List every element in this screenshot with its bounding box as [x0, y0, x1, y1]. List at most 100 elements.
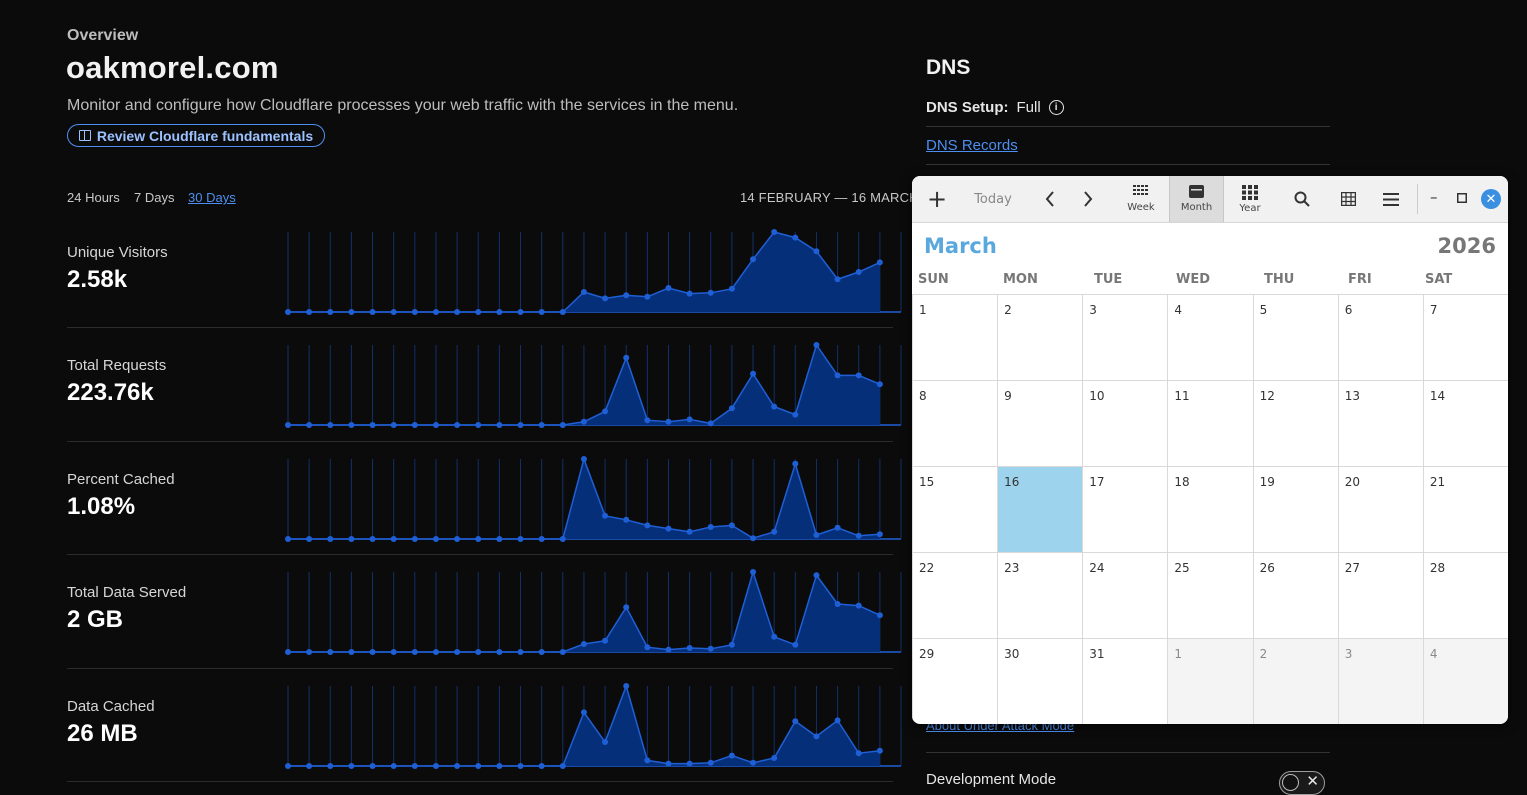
chart-point[interactable]	[475, 763, 482, 769]
calendar-day-cell[interactable]: 4	[1167, 294, 1254, 381]
chart-point[interactable]	[538, 649, 545, 655]
chart-point[interactable]	[686, 645, 693, 651]
chart-point[interactable]	[475, 422, 482, 428]
calendar-day-cell[interactable]: 15	[912, 466, 999, 553]
range-24-hours[interactable]: 24 Hours	[67, 190, 120, 205]
chart-point[interactable]	[792, 718, 799, 725]
chart-point[interactable]	[707, 645, 714, 652]
chart-point[interactable]	[623, 604, 630, 611]
chart-point[interactable]	[496, 309, 503, 315]
chart-point[interactable]	[306, 763, 313, 769]
chart-point[interactable]	[855, 269, 862, 275]
calendar-day-cell[interactable]: 17	[1082, 466, 1169, 553]
chart-point[interactable]	[580, 418, 587, 425]
maximize-icon[interactable]	[1457, 189, 1467, 207]
chart-point[interactable]	[792, 411, 799, 418]
chart-point[interactable]	[771, 755, 778, 761]
calendar-day-cell[interactable]: 4	[1422, 638, 1508, 724]
calendar-day-cell[interactable]: 25	[1167, 552, 1254, 639]
chart-point[interactable]	[665, 646, 672, 653]
chart-point[interactable]	[623, 292, 630, 299]
chart-point[interactable]	[707, 289, 714, 296]
chart-point[interactable]	[855, 372, 862, 379]
chart-point[interactable]	[771, 633, 778, 640]
chart-point[interactable]	[813, 532, 820, 538]
chart-point[interactable]	[665, 285, 672, 291]
review-fundamentals-button[interactable]: Review Cloudflare fundamentals	[67, 124, 325, 147]
calendar-day-cell[interactable]: 18	[1167, 466, 1254, 553]
calendar-day-cell[interactable]: 9	[997, 380, 1084, 467]
calendar-day-cell[interactable]: 23	[997, 552, 1084, 639]
chart-point[interactable]	[327, 422, 334, 428]
chart-point[interactable]	[390, 763, 397, 769]
chart-point[interactable]	[559, 422, 566, 428]
chart-point[interactable]	[306, 309, 313, 315]
chart-point[interactable]	[327, 649, 334, 655]
chart-point[interactable]	[623, 516, 630, 523]
next-button[interactable]	[1076, 176, 1100, 222]
calendar-day-cell[interactable]: 2	[1252, 638, 1339, 724]
chart-point[interactable]	[876, 612, 883, 619]
chart-point[interactable]	[728, 752, 735, 759]
chart-point[interactable]	[686, 416, 693, 423]
chart-point[interactable]	[432, 649, 439, 655]
calendar-day-cell[interactable]: 3	[1337, 638, 1424, 724]
info-icon[interactable]: i	[1048, 100, 1064, 115]
chart-point[interactable]	[390, 536, 397, 542]
close-window-button[interactable]: ✕	[1481, 189, 1501, 209]
chart-point[interactable]	[538, 422, 545, 428]
chart-point[interactable]	[285, 649, 291, 655]
chart-point[interactable]	[686, 528, 693, 535]
month-view-button[interactable]: Month	[1169, 176, 1224, 222]
chart-point[interactable]	[454, 536, 461, 542]
chart-point[interactable]	[285, 309, 291, 315]
chart-point[interactable]	[644, 522, 651, 529]
chart-point[interactable]	[707, 420, 714, 427]
chart-point[interactable]	[876, 747, 883, 754]
range-30-days[interactable]: 30 Days	[188, 190, 236, 205]
chart-point[interactable]	[285, 536, 291, 542]
chart-point[interactable]	[686, 290, 693, 297]
calendar-list-button[interactable]	[1336, 176, 1360, 222]
chart-point[interactable]	[644, 757, 651, 764]
calendar-day-cell[interactable]: 5	[1252, 294, 1339, 381]
add-event-button[interactable]: +	[924, 176, 950, 222]
chart-point[interactable]	[432, 763, 439, 769]
previous-button[interactable]	[1038, 176, 1062, 222]
chart-point[interactable]	[538, 309, 545, 315]
chart-point[interactable]	[327, 536, 334, 542]
calendar-day-cell[interactable]: 28	[1422, 552, 1508, 639]
chart-point[interactable]	[454, 422, 461, 428]
chart-point[interactable]	[580, 289, 587, 295]
chart-point[interactable]	[834, 717, 841, 724]
chart-point[interactable]	[665, 760, 672, 767]
today-button[interactable]: Today	[974, 191, 1012, 207]
chart-point[interactable]	[602, 295, 609, 302]
calendar-day-cell[interactable]: 24	[1082, 552, 1169, 639]
chart-point[interactable]	[834, 601, 841, 607]
chart-point[interactable]	[306, 422, 313, 428]
chart-point[interactable]	[454, 309, 461, 315]
chart-point[interactable]	[517, 763, 524, 769]
chart-point[interactable]	[750, 759, 757, 766]
chart-point[interactable]	[792, 641, 799, 648]
chart-point[interactable]	[306, 536, 313, 542]
chart-point[interactable]	[348, 422, 355, 428]
chart-point[interactable]	[369, 422, 376, 428]
chart-point[interactable]	[792, 460, 799, 467]
chart-point[interactable]	[538, 536, 545, 542]
chart-point[interactable]	[411, 422, 418, 428]
calendar-day-cell[interactable]: 26	[1252, 552, 1339, 639]
chart-point[interactable]	[390, 649, 397, 655]
chart-point[interactable]	[813, 342, 820, 348]
chart-point[interactable]	[411, 309, 418, 315]
chart-point[interactable]	[517, 309, 524, 315]
chart-point[interactable]	[665, 525, 672, 532]
chart-point[interactable]	[348, 649, 355, 655]
chart-point[interactable]	[348, 763, 355, 769]
chart-point[interactable]	[411, 649, 418, 655]
chart-point[interactable]	[813, 733, 820, 740]
calendar-day-cell[interactable]: 6	[1337, 294, 1424, 381]
week-view-button[interactable]: Week	[1115, 176, 1167, 222]
calendar-day-cell[interactable]: 19	[1252, 466, 1339, 553]
